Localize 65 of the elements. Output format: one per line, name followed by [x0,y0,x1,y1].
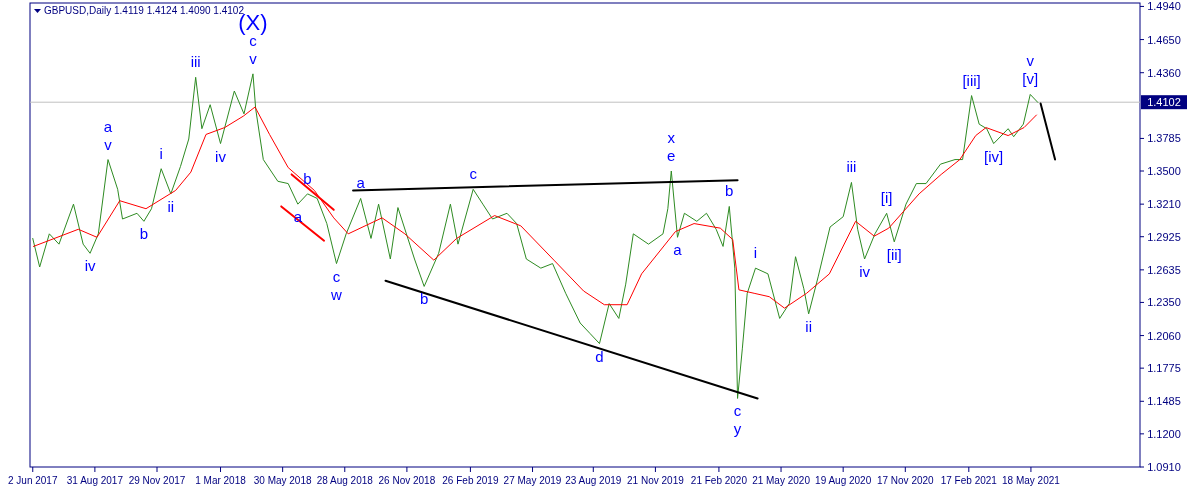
annotation: b [725,182,734,200]
annotation: c [733,402,742,420]
annotation: [ii] [886,245,902,263]
annotation: [i] [880,189,893,207]
annotation: [iii] [962,71,981,89]
x-tick-label: 30 May 2018 [253,475,312,486]
x-tick-label: 29 Nov 2017 [128,475,186,486]
annotation: a [673,241,683,259]
annotation: v [249,49,258,67]
y-tick-label: 1.4940 [1147,0,1181,13]
x-tick-label: 21 Feb 2020 [690,475,748,486]
ref-line-label: 1.4102 [1147,96,1181,109]
annotation: c [332,267,341,285]
annotation: v [1026,52,1035,70]
annotation: c [249,31,258,49]
y-tick-label: 1.2350 [1147,296,1181,309]
annotation: c [469,165,478,183]
x-tick-label: 26 Feb 2019 [442,475,499,486]
y-tick-label: 1.3210 [1147,198,1181,211]
x-tick-label: 26 Nov 2018 [378,475,436,486]
y-tick-label: 1.0910 [1147,461,1181,473]
annotation: b [139,225,149,243]
y-tick-label: 1.1200 [1147,427,1181,440]
annotation: ii [167,197,175,215]
annotation: i [159,144,163,162]
x-tick-label: 31 Aug 2017 [66,475,124,486]
annotation: w [330,285,343,303]
annotation: iv [84,257,96,275]
annotation: b [303,169,312,187]
y-tick-label: 1.2635 [1147,263,1181,276]
x-tick-label: 17 Nov 2020 [876,475,935,486]
x-tick-label: 1 Mar 2018 [195,475,247,486]
x-tick-label: 28 Aug 2018 [316,475,374,486]
annotation: iv [215,147,227,165]
x-tick-label: 17 Feb 2021 [940,475,998,486]
annotation: x [667,128,676,146]
annotation: iii [846,158,857,176]
y-tick-label: 1.4650 [1147,33,1181,46]
annotation: iv [859,262,871,280]
y-tick-label: 1.1485 [1147,395,1181,408]
x-tick-label: 18 May 2021 [1002,475,1061,486]
annotation: v [104,135,113,153]
x-tick-label: 23 Aug 2019 [565,475,622,486]
y-tick-label: 1.2925 [1147,230,1181,243]
annotation: d [595,347,604,365]
annotation: y [733,420,742,438]
annotation: iii [190,53,201,71]
annotation: i [753,244,758,262]
annotation: a [356,174,366,192]
annotation: ii [805,317,812,335]
annotation: [iv] [984,147,1004,165]
y-tick-label: 1.3785 [1147,132,1181,145]
y-tick-label: 1.2060 [1147,329,1181,342]
y-tick-label: 1.4360 [1147,66,1181,79]
annotation: e [667,146,676,164]
annotation: a [103,117,113,135]
y-tick-label: 1.1775 [1147,362,1181,375]
annotation: b [419,290,429,308]
annotation: [v] [1022,70,1039,88]
y-tick-label: 1.3500 [1147,165,1181,177]
x-tick-label: 21 Nov 2019 [627,475,685,486]
x-tick-label: 21 May 2020 [752,475,811,486]
x-tick-label: 2 Jun 2017 [8,475,58,486]
x-tick-label: 19 Aug 2020 [815,475,872,486]
x-tick-label: 27 May 2019 [503,475,562,486]
